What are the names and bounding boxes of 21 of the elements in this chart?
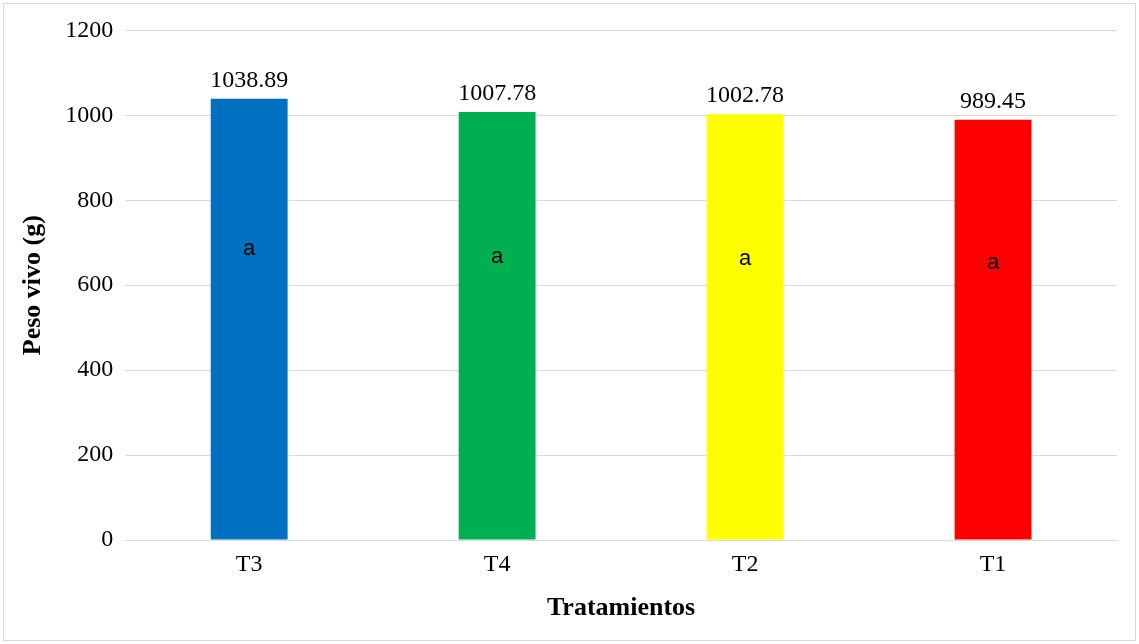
annotation: a [738,244,752,270]
y-tick-label: 0 [101,525,114,552]
data-label: 1038.89 [210,66,289,93]
x-tick-label: T4 [483,549,511,576]
y-tick-label: 800 [77,185,114,212]
y-tick-label: 600 [77,270,114,297]
y-tick-label: 400 [77,355,114,382]
annotation: a [243,234,257,260]
y-axis-title: Peso vivo (g) [17,215,47,356]
data-label: 1007.78 [458,79,537,106]
annotation: a [491,243,504,269]
x-axis-title: Tratamientos [546,592,696,622]
y-tick-label: 1000 [65,100,114,127]
y-tick-label: 1200 [65,15,114,42]
x-tick-label: T1 [979,549,1007,576]
annotation: a [986,248,1000,274]
x-tick-label: T3 [235,549,263,576]
data-label: 1002.78 [706,81,785,108]
data-label: 989.45 [960,87,1027,114]
y-tick-label: 200 [77,440,114,467]
x-tick-label: T2 [731,549,759,576]
